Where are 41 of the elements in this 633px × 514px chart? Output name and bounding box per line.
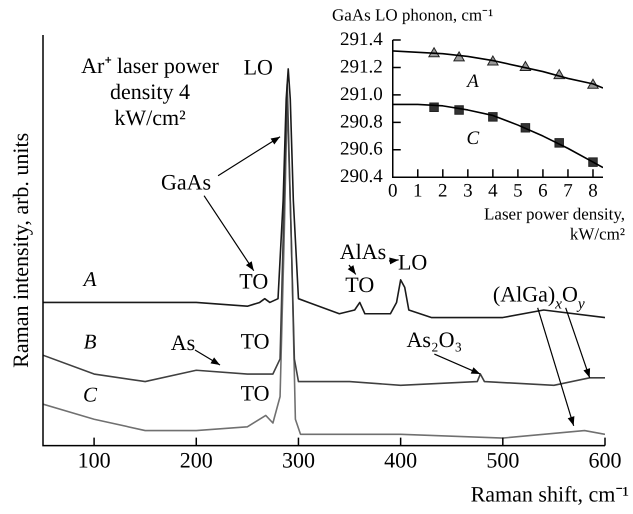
x-tick-label: 4 bbox=[488, 180, 498, 202]
x-axis-title: Laser power density, kW/cm² bbox=[484, 204, 626, 244]
x-tick-label: 5 bbox=[513, 180, 523, 202]
series-label: B bbox=[84, 330, 97, 354]
annotation: AlAs bbox=[340, 238, 386, 264]
y-tick-label: 291.2 bbox=[340, 56, 383, 78]
x-tick-label: 100 bbox=[78, 448, 111, 473]
y-axis-title: Raman intensity, arb. units bbox=[8, 132, 33, 368]
x-tick-label: 200 bbox=[180, 448, 213, 473]
x-tick-label: 0 bbox=[388, 180, 398, 202]
series-label: A bbox=[465, 70, 480, 92]
x-tick-label: 3 bbox=[463, 180, 473, 202]
y-tick-label: 291.4 bbox=[340, 28, 384, 50]
annotation: Ar⁺ laser power density 4 kW/cm² bbox=[81, 52, 220, 130]
annotation: TO bbox=[239, 268, 268, 294]
annotation: TO bbox=[345, 272, 374, 298]
x-tick-label: 500 bbox=[486, 448, 520, 473]
annotation: As₂O₃ bbox=[406, 326, 462, 352]
series-label: C bbox=[82, 382, 98, 407]
x-tick-label: 2 bbox=[438, 180, 448, 202]
x-axis-title: Raman shift, cm⁻¹ bbox=[470, 481, 630, 506]
series-label: C bbox=[466, 128, 480, 149]
annotation: TO bbox=[240, 328, 270, 354]
x-tick-label: 600 bbox=[588, 448, 622, 473]
y-tick-label: 290.8 bbox=[340, 111, 383, 132]
x-tick-label: 300 bbox=[282, 448, 315, 473]
annotation: TO bbox=[240, 380, 270, 406]
series-label: A bbox=[82, 266, 97, 291]
x-tick-label: 6 bbox=[538, 180, 548, 202]
y-tick-label: 290.6 bbox=[340, 138, 383, 160]
annotation: LO bbox=[398, 250, 428, 275]
annotation: As bbox=[170, 330, 196, 355]
annotation: GaAs bbox=[161, 169, 212, 194]
x-tick-label: 1 bbox=[413, 180, 423, 202]
y-tick-label: 290.4 bbox=[340, 166, 384, 188]
x-tick-label: 8 bbox=[588, 180, 598, 202]
x-tick-label: 7 bbox=[563, 180, 573, 202]
y-axis-title: GaAs LO phonon, cm⁻¹ bbox=[332, 5, 494, 24]
y-tick-label: 291.0 bbox=[340, 84, 383, 105]
x-tick-label: 400 bbox=[384, 448, 418, 473]
annotation: LO bbox=[244, 54, 273, 80]
